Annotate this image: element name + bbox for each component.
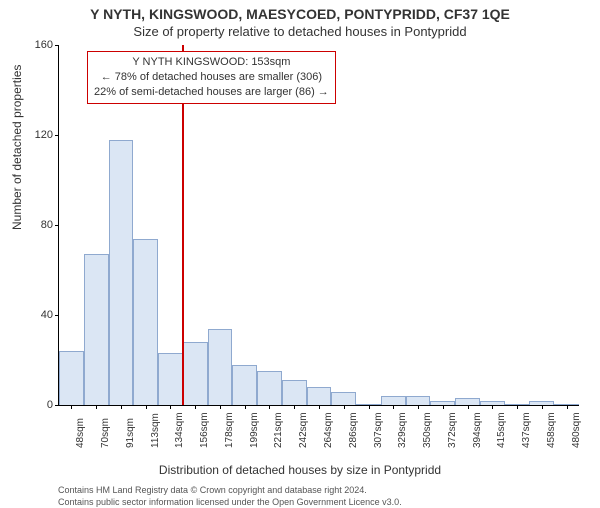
annotation-line: Y NYTH KINGSWOOD: 153sqm bbox=[94, 55, 329, 70]
histogram-chart: 0408012016048sqm70sqm91sqm113sqm134sqm15… bbox=[58, 45, 578, 405]
histogram-bar bbox=[232, 365, 257, 406]
x-tick-label: 178sqm bbox=[224, 412, 235, 448]
x-tick-label: 307sqm bbox=[373, 412, 384, 448]
page-subtitle: Size of property relative to detached ho… bbox=[0, 24, 600, 39]
x-tick-label: 156sqm bbox=[199, 412, 210, 448]
x-tick-mark bbox=[71, 405, 72, 409]
y-tick-label: 120 bbox=[19, 129, 53, 141]
x-tick-mark bbox=[443, 405, 444, 409]
x-tick-label: 70sqm bbox=[100, 418, 111, 448]
annotation-box: Y NYTH KINGSWOOD: 153sqm← 78% of detache… bbox=[87, 51, 336, 104]
x-tick-mark bbox=[170, 405, 171, 409]
x-tick-label: 329sqm bbox=[397, 412, 408, 448]
y-tick-mark bbox=[55, 45, 59, 46]
x-tick-label: 394sqm bbox=[472, 412, 483, 448]
x-tick-label: 48sqm bbox=[75, 418, 86, 448]
x-tick-mark bbox=[294, 405, 295, 409]
histogram-bar bbox=[307, 387, 332, 405]
x-tick-label: 221sqm bbox=[273, 412, 284, 448]
histogram-bar bbox=[158, 353, 183, 405]
histogram-bar bbox=[84, 254, 109, 405]
histogram-bar bbox=[282, 380, 307, 405]
histogram-bar bbox=[109, 140, 134, 406]
footer-attribution: Contains HM Land Registry data © Crown c… bbox=[58, 485, 600, 508]
x-tick-label: 113sqm bbox=[150, 413, 161, 448]
x-tick-mark bbox=[319, 405, 320, 409]
y-tick-mark bbox=[55, 315, 59, 316]
histogram-bar bbox=[133, 239, 158, 406]
histogram-bar bbox=[381, 396, 406, 405]
y-axis-label: Number of detached properties bbox=[10, 65, 24, 230]
y-tick-label: 80 bbox=[19, 219, 53, 231]
histogram-bar bbox=[183, 342, 208, 405]
x-tick-mark bbox=[146, 405, 147, 409]
x-tick-label: 91sqm bbox=[125, 418, 136, 448]
x-tick-mark bbox=[567, 405, 568, 409]
histogram-bar bbox=[455, 398, 480, 405]
x-tick-label: 458sqm bbox=[546, 412, 557, 448]
y-tick-mark bbox=[55, 225, 59, 226]
x-tick-mark bbox=[517, 405, 518, 409]
x-tick-label: 372sqm bbox=[447, 412, 458, 448]
x-tick-label: 199sqm bbox=[249, 412, 260, 448]
x-tick-mark bbox=[245, 405, 246, 409]
plot-region: 0408012016048sqm70sqm91sqm113sqm134sqm15… bbox=[58, 45, 579, 406]
histogram-bar bbox=[331, 392, 356, 406]
histogram-bar bbox=[208, 329, 233, 406]
x-tick-mark bbox=[121, 405, 122, 409]
histogram-bar bbox=[257, 371, 282, 405]
y-tick-label: 0 bbox=[19, 399, 53, 411]
x-tick-label: 264sqm bbox=[323, 412, 334, 448]
page-title: Y NYTH, KINGSWOOD, MAESYCOED, PONTYPRIDD… bbox=[0, 6, 600, 22]
x-tick-mark bbox=[542, 405, 543, 409]
x-tick-label: 242sqm bbox=[298, 412, 309, 448]
x-tick-mark bbox=[369, 405, 370, 409]
x-tick-mark bbox=[344, 405, 345, 409]
annotation-line: 22% of semi-detached houses are larger (… bbox=[94, 85, 329, 100]
y-tick-label: 40 bbox=[19, 309, 53, 321]
y-tick-label: 160 bbox=[19, 39, 53, 51]
x-tick-label: 350sqm bbox=[422, 412, 433, 448]
footer-line-1: Contains HM Land Registry data © Crown c… bbox=[58, 485, 600, 497]
x-tick-mark bbox=[220, 405, 221, 409]
x-tick-mark bbox=[418, 405, 419, 409]
x-tick-mark bbox=[96, 405, 97, 409]
x-tick-label: 286sqm bbox=[348, 412, 359, 448]
x-tick-mark bbox=[492, 405, 493, 409]
x-tick-mark bbox=[393, 405, 394, 409]
x-tick-label: 415sqm bbox=[496, 412, 507, 448]
x-tick-label: 134sqm bbox=[174, 412, 185, 448]
histogram-bar bbox=[59, 351, 84, 405]
x-tick-mark bbox=[468, 405, 469, 409]
x-tick-mark bbox=[195, 405, 196, 409]
histogram-bar bbox=[406, 396, 431, 405]
x-tick-mark bbox=[269, 405, 270, 409]
footer-line-2: Contains public sector information licen… bbox=[58, 497, 600, 508]
x-axis-label: Distribution of detached houses by size … bbox=[0, 463, 600, 477]
x-tick-label: 480sqm bbox=[571, 412, 582, 448]
annotation-line: ← 78% of detached houses are smaller (30… bbox=[94, 70, 329, 85]
y-tick-mark bbox=[55, 135, 59, 136]
x-tick-label: 437sqm bbox=[521, 412, 532, 448]
y-tick-mark bbox=[55, 405, 59, 406]
